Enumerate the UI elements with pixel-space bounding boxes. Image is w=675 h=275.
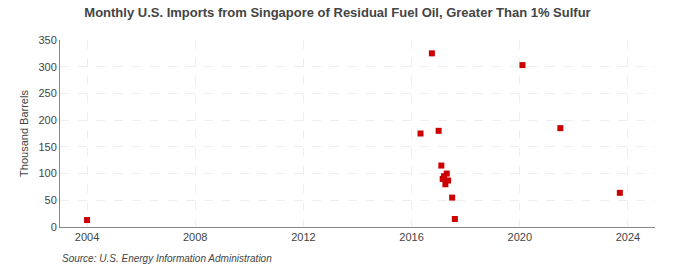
svg-text:2020: 2020 <box>508 231 532 243</box>
svg-text:2024: 2024 <box>616 231 640 243</box>
svg-text:2004: 2004 <box>75 231 99 243</box>
svg-text:150: 150 <box>38 141 56 153</box>
svg-text:350: 350 <box>38 34 56 46</box>
svg-text:Thousand Barrels: Thousand Barrels <box>18 90 30 177</box>
svg-text:Source: U.S. Energy Informatio: Source: U.S. Energy Information Administ… <box>62 253 272 264</box>
svg-text:250: 250 <box>38 87 56 99</box>
svg-text:200: 200 <box>38 114 56 126</box>
svg-text:300: 300 <box>38 61 56 73</box>
svg-text:100: 100 <box>38 167 56 179</box>
svg-text:2016: 2016 <box>399 231 423 243</box>
svg-text:2012: 2012 <box>291 231 315 243</box>
svg-text:50: 50 <box>45 194 57 206</box>
svg-text:0: 0 <box>51 221 57 233</box>
svg-text:Monthly U.S. Imports from Sing: Monthly U.S. Imports from Singapore of R… <box>84 5 590 20</box>
svg-text:2008: 2008 <box>183 231 207 243</box>
